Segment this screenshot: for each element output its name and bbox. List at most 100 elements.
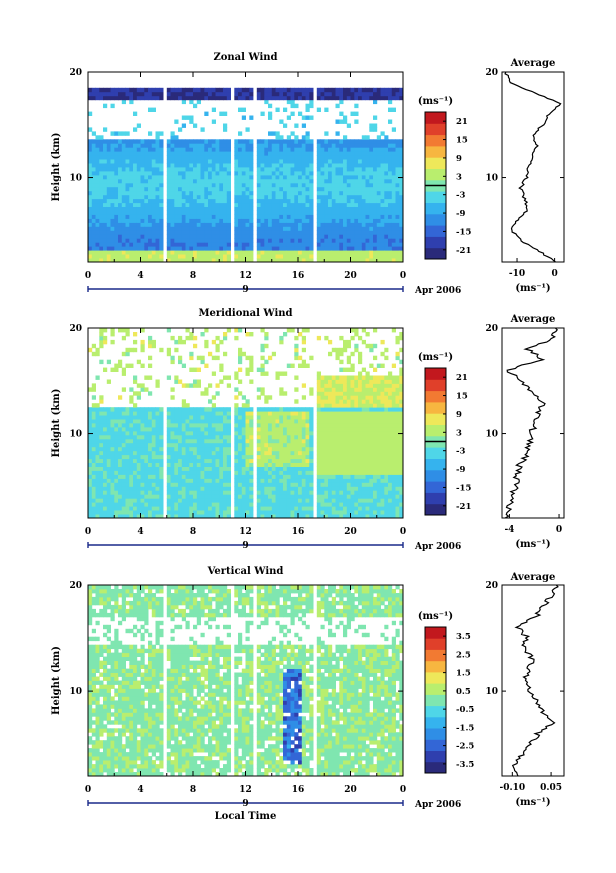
heatmap-cell (234, 411, 239, 416)
heatmap-cell (185, 230, 190, 235)
heatmap-cell (185, 498, 190, 503)
heatmap-cell (238, 190, 243, 196)
heatmap-cell (226, 190, 231, 196)
heatmap-cell (335, 167, 340, 172)
heatmap-cell (331, 486, 336, 491)
heatmap-cell (298, 159, 303, 164)
heatmap-cell (118, 506, 123, 511)
heatmap-cell (133, 254, 138, 259)
heatmap-cell (151, 95, 156, 101)
heatmap-cell (133, 139, 138, 144)
heatmap-cell (181, 438, 186, 444)
heatmap-cell (369, 186, 374, 192)
heatmap-cell (369, 143, 374, 148)
heatmap-cell (290, 363, 295, 368)
heatmap-cell (343, 174, 348, 180)
heatmap-cell (298, 450, 303, 456)
heatmap-cell (121, 462, 126, 467)
heatmap-cell (223, 442, 228, 448)
heatmap-cell (148, 482, 153, 487)
heatmap-cell (133, 446, 138, 452)
heatmap-cell (200, 246, 205, 251)
heatmap-cell (373, 242, 378, 247)
heatmap-cell (388, 159, 393, 164)
heatmap-cell (241, 218, 246, 223)
heatmap-cell (388, 210, 393, 215)
heatmap-cell (211, 371, 216, 376)
heatmap-cell (110, 367, 115, 372)
heatmap-cell (260, 474, 265, 479)
heatmap-cell (204, 186, 209, 192)
heatmap-cell (234, 494, 239, 499)
heatmap-cell (121, 415, 126, 420)
heatmap-cell (365, 194, 370, 200)
heatmap-cell (200, 206, 205, 211)
heatmap-cell (271, 411, 276, 416)
heatmap-cell (294, 478, 299, 483)
heatmap-cell (271, 258, 276, 263)
heatmap-cell (298, 506, 303, 511)
heatmap-cell (125, 462, 130, 467)
heatmap-cell (226, 415, 231, 420)
heatmap-cell (268, 131, 273, 136)
heatmap-cell (260, 226, 265, 231)
heatmap-cell (204, 258, 209, 263)
heatmap-cell (103, 427, 108, 432)
heatmap-cell (354, 174, 359, 180)
heatmap-cell (178, 167, 183, 172)
heatmap-cell (178, 234, 183, 239)
heatmap-cell (91, 159, 96, 164)
heatmap-cell (271, 470, 276, 475)
heatmap-cell (151, 218, 156, 223)
heatmap-cell (91, 147, 96, 152)
heatmap-cell (294, 222, 299, 227)
heatmap-cell (279, 462, 284, 467)
heatmap-cell (208, 206, 213, 211)
heatmap-cell (91, 190, 96, 196)
heatmap-cell (140, 494, 145, 499)
heatmap-cell (189, 355, 194, 361)
heatmap-cell (178, 407, 183, 412)
heatmap-cell (208, 242, 213, 247)
heatmap-cell (110, 143, 115, 148)
heatmap-cell (298, 87, 303, 93)
heatmap-cell (99, 143, 104, 148)
heatmap-cell (129, 415, 134, 420)
heatmap-cell (189, 442, 194, 448)
heatmap-cell (350, 202, 355, 207)
heatmap-cell (346, 230, 351, 235)
heatmap-cell (114, 139, 119, 144)
heatmap-cell (223, 332, 228, 337)
heatmap-cell (316, 399, 321, 404)
heatmap-cell (118, 246, 123, 251)
heatmap-cell (268, 395, 273, 400)
heatmap-cell (279, 490, 284, 495)
heatmap-cell (346, 95, 351, 101)
heatmap-cell (350, 218, 355, 223)
heatmap-cell (88, 494, 93, 499)
heatmap-cell (178, 379, 183, 384)
heatmap-cell (219, 190, 224, 196)
heatmap-cell (294, 238, 299, 243)
heatmap-cell (358, 167, 363, 172)
heatmap-cell (339, 151, 344, 156)
heatmap-cell (211, 478, 216, 483)
heatmap-cell (275, 214, 280, 219)
heatmap-cell (388, 230, 393, 235)
colorbar-segment (425, 202, 446, 215)
heatmap-cell (294, 498, 299, 503)
heatmap-cell (305, 407, 310, 412)
heatmap-cell (140, 514, 145, 519)
heatmap-cell (388, 155, 393, 160)
heatmap-cell (365, 218, 370, 223)
heatmap-cell (133, 202, 138, 207)
heatmap-cell (125, 131, 130, 136)
heatmap-cell (166, 182, 171, 188)
heatmap-cell (151, 194, 156, 200)
heatmap-cell (290, 198, 295, 204)
heatmap-cell (196, 442, 201, 448)
heatmap-cell (328, 190, 333, 196)
heatmap-cell (106, 214, 111, 219)
heatmap-cell (279, 407, 284, 412)
heatmap-cell (144, 91, 149, 97)
